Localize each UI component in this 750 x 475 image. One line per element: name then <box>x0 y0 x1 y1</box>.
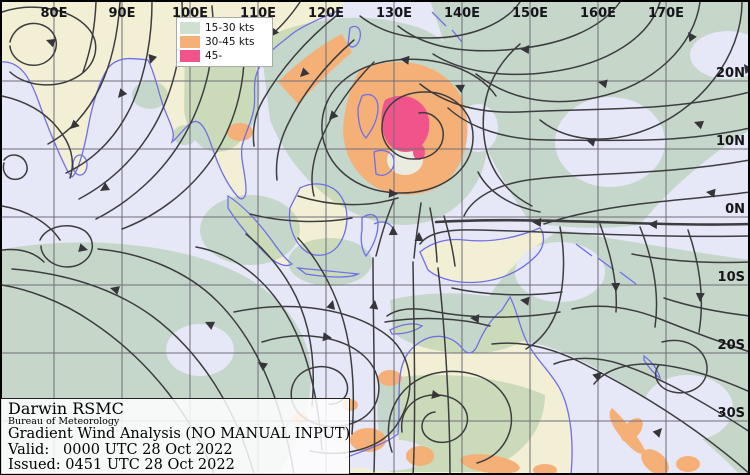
issuing-info-box: Darwin RSMC Bureau of Meteorology Gradie… <box>1 398 350 474</box>
lon-label: 120E <box>308 6 344 21</box>
lon-label: 140E <box>444 6 480 21</box>
agency-title: Darwin RSMC <box>8 399 124 418</box>
flow-arrows <box>46 27 750 438</box>
legend-swatch-15-30 <box>180 22 200 34</box>
legend-row: 15-30 kts <box>180 21 268 35</box>
lon-label: 160E <box>580 6 616 21</box>
lat-label: 30S <box>718 406 745 421</box>
legend-label: 45- <box>205 50 223 62</box>
lat-label: 20S <box>718 338 745 353</box>
legend-row: 45- <box>180 49 268 63</box>
legend-label: 30-45 kts <box>205 36 255 48</box>
lon-label: 90E <box>109 6 136 21</box>
product-title: Gradient Wind Analysis (NO MANUAL INPUT) <box>8 426 351 442</box>
legend-swatch-30-45 <box>180 36 200 48</box>
wind-speed-legend: 15-30 kts 30-45 kts 45- <box>176 17 273 67</box>
legend-row: 30-45 kts <box>180 35 268 49</box>
lat-label: 10N <box>716 134 745 149</box>
coastlines <box>0 9 662 475</box>
wind-shading-45plus <box>381 95 430 160</box>
lon-label: 150E <box>512 6 548 21</box>
lon-label: 80E <box>41 6 68 21</box>
lon-label: 170E <box>648 6 684 21</box>
bureau-subtitle: Bureau of Meteorology <box>8 416 120 427</box>
legend-label: 15-30 kts <box>205 22 255 34</box>
valid-time: Valid: 0000 UTC 28 Oct 2022 <box>8 441 233 458</box>
lon-label: 130E <box>376 6 412 21</box>
lat-label: 0N <box>725 202 745 217</box>
legend-swatch-45plus <box>180 50 200 62</box>
lat-label: 10S <box>718 270 745 285</box>
issued-time: Issued: 0451 UTC 28 Oct 2022 <box>8 457 235 473</box>
latitude-labels: 20N 10N 0N 10S 20S 30S <box>716 66 745 421</box>
lat-label: 20N <box>716 66 745 81</box>
